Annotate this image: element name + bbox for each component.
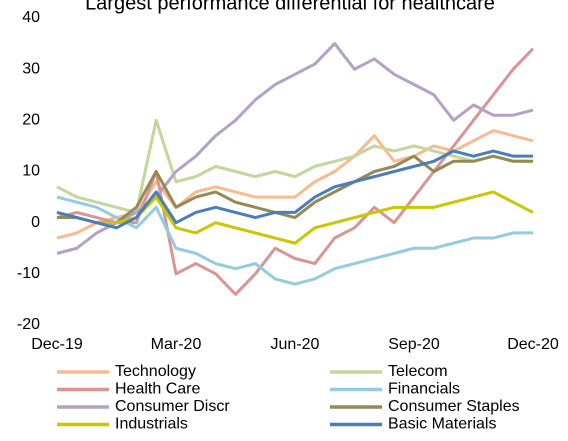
y-tick-label: 0 xyxy=(31,214,40,231)
y-tick-label: -10 xyxy=(17,265,40,282)
series-line xyxy=(56,47,535,296)
x-tick-label: Mar-20 xyxy=(151,336,202,353)
legend-label: Technology xyxy=(115,363,196,380)
y-tick-label: 40 xyxy=(22,9,40,26)
chart-title: Largest performance differential for hea… xyxy=(85,0,495,14)
legend-label: Industrials xyxy=(115,416,188,433)
series-line xyxy=(57,154,533,225)
x-tick-label: Dec-19 xyxy=(31,336,83,353)
x-tick-label: Sep-20 xyxy=(388,336,440,353)
x-tick-label: Dec-20 xyxy=(507,336,559,353)
legend-label: Health Care xyxy=(115,381,200,398)
series-line xyxy=(56,42,534,255)
legend-label: Financials xyxy=(388,381,460,398)
y-tick-label: 20 xyxy=(22,112,40,129)
legend-label: Consumer Staples xyxy=(388,398,520,415)
y-tick-label: 10 xyxy=(22,163,40,180)
y-tick-label: -20 xyxy=(17,316,40,333)
series-line xyxy=(56,149,533,230)
series-line xyxy=(56,195,533,286)
y-tick-label: 30 xyxy=(22,60,40,77)
legend-label: Telecom xyxy=(388,363,448,380)
legend-label: Consumer Discr xyxy=(115,398,230,415)
x-tick-label: Jun-20 xyxy=(271,336,320,353)
legend-label: Basic Materials xyxy=(388,416,496,433)
